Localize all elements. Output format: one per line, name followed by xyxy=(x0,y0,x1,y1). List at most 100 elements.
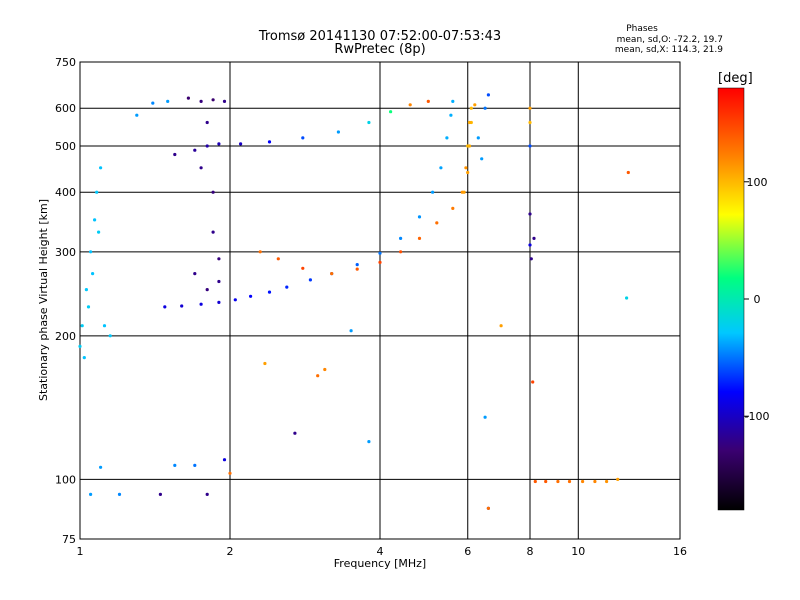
data-point xyxy=(378,260,382,264)
data-point xyxy=(533,479,537,484)
data-point xyxy=(330,272,334,276)
data-point xyxy=(451,206,455,210)
stats-x-line: mean, sd,X: 114.3, 21.9 xyxy=(615,45,723,55)
data-point xyxy=(258,250,262,254)
data-point xyxy=(86,305,91,309)
data-point xyxy=(108,334,112,338)
data-point xyxy=(426,99,430,103)
data-point xyxy=(99,166,103,170)
data-point xyxy=(211,190,215,194)
data-point xyxy=(417,215,422,219)
y-tick-label: 200 xyxy=(55,330,76,343)
data-point xyxy=(531,380,535,384)
data-point xyxy=(239,142,243,146)
data-point xyxy=(528,243,532,247)
data-point xyxy=(173,152,177,157)
data-point xyxy=(301,136,305,140)
data-point xyxy=(285,285,289,289)
data-point xyxy=(135,113,139,117)
data-point xyxy=(439,166,443,170)
y-tick-label: 300 xyxy=(55,246,76,259)
data-point xyxy=(91,272,95,276)
colorbar-tick-label: -100 xyxy=(745,410,770,423)
data-point xyxy=(193,148,197,152)
data-point xyxy=(228,471,232,475)
data-point xyxy=(217,257,221,261)
data-point xyxy=(211,230,215,234)
data-point xyxy=(567,479,572,484)
data-point xyxy=(355,267,359,271)
data-point xyxy=(151,101,155,105)
data-point xyxy=(528,212,532,216)
data-point xyxy=(581,479,585,484)
data-point xyxy=(199,166,203,170)
data-point xyxy=(186,96,190,100)
colorbar-ticks: 100 0 -100 xyxy=(744,176,769,423)
data-point xyxy=(205,120,209,125)
colorbar xyxy=(717,87,745,511)
data-point xyxy=(217,142,221,146)
data-point xyxy=(205,492,209,496)
data-point xyxy=(222,99,227,103)
chart-title: Tromsø 20141130 07:52:00-07:53:43 xyxy=(258,29,501,44)
data-point xyxy=(486,506,490,510)
data-point xyxy=(528,120,532,125)
data-point xyxy=(205,288,209,292)
data-point xyxy=(293,431,297,435)
y-tick-label: 600 xyxy=(55,102,76,115)
colorbar-label: [deg] xyxy=(718,71,753,86)
y-tick-label: 500 xyxy=(55,140,76,153)
data-point xyxy=(80,324,84,328)
data-point xyxy=(301,266,305,270)
data-point xyxy=(389,110,393,114)
data-point xyxy=(199,99,203,103)
data-point xyxy=(233,298,237,302)
data-point xyxy=(163,305,167,309)
x-tick-labels: 1 2 4 6 8 10 16 xyxy=(77,545,688,558)
data-point xyxy=(417,236,422,240)
data-point xyxy=(276,257,280,261)
data-point xyxy=(435,221,439,225)
y-axis-label: Stationary phase Virtual Height [km] xyxy=(37,199,50,401)
data-point xyxy=(89,492,93,496)
data-point xyxy=(528,144,532,148)
data-point xyxy=(117,492,122,496)
data-point xyxy=(625,296,629,300)
data-point xyxy=(82,356,86,360)
data-point xyxy=(399,250,403,254)
data-point xyxy=(529,257,533,261)
data-point xyxy=(78,344,82,348)
data-point xyxy=(532,236,536,240)
data-point xyxy=(544,479,548,484)
data-point xyxy=(408,103,412,107)
data-point xyxy=(199,302,203,306)
x-axis-label: Frequency [MHz] xyxy=(334,557,426,570)
data-point xyxy=(93,218,97,222)
data-point xyxy=(451,99,455,103)
data-point xyxy=(95,190,99,194)
data-point xyxy=(445,136,449,140)
data-point xyxy=(462,190,466,194)
data-point xyxy=(249,294,253,298)
data-point xyxy=(467,120,472,125)
chart-subtitle: RwPretec (8p) xyxy=(334,42,425,57)
data-point xyxy=(211,98,215,102)
data-point xyxy=(473,103,477,107)
data-point xyxy=(323,367,327,372)
data-point xyxy=(349,329,353,333)
data-point xyxy=(476,136,480,140)
data-point xyxy=(166,99,170,103)
x-tick-label: 1 xyxy=(77,545,84,558)
data-point xyxy=(102,324,107,328)
y-tick-label: 750 xyxy=(55,56,76,69)
data-point xyxy=(217,300,221,304)
x-tick-label: 10 xyxy=(571,545,585,558)
data-point xyxy=(449,113,453,117)
data-point xyxy=(89,250,93,254)
colorbar-tick-label: 0 xyxy=(754,293,761,306)
x-tick-label: 16 xyxy=(673,545,687,558)
data-point xyxy=(483,415,487,419)
data-points xyxy=(78,93,630,510)
data-point xyxy=(616,477,620,481)
